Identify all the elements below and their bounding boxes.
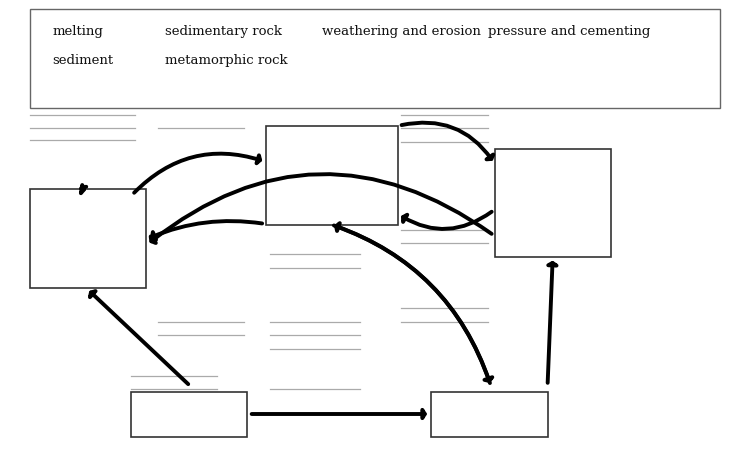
- Text: melting: melting: [53, 25, 104, 38]
- Text: pressure and cementing: pressure and cementing: [488, 25, 650, 38]
- FancyBboxPatch shape: [495, 148, 611, 256]
- Text: sedimentary rock: sedimentary rock: [165, 25, 282, 38]
- Text: metamorphic rock: metamorphic rock: [165, 54, 288, 67]
- Text: weathering and erosion: weathering and erosion: [322, 25, 482, 38]
- FancyBboxPatch shape: [131, 392, 248, 436]
- FancyBboxPatch shape: [266, 126, 398, 225]
- FancyBboxPatch shape: [30, 9, 720, 108]
- FancyBboxPatch shape: [431, 392, 548, 436]
- Text: sediment: sediment: [53, 54, 114, 67]
- FancyBboxPatch shape: [30, 189, 146, 288]
